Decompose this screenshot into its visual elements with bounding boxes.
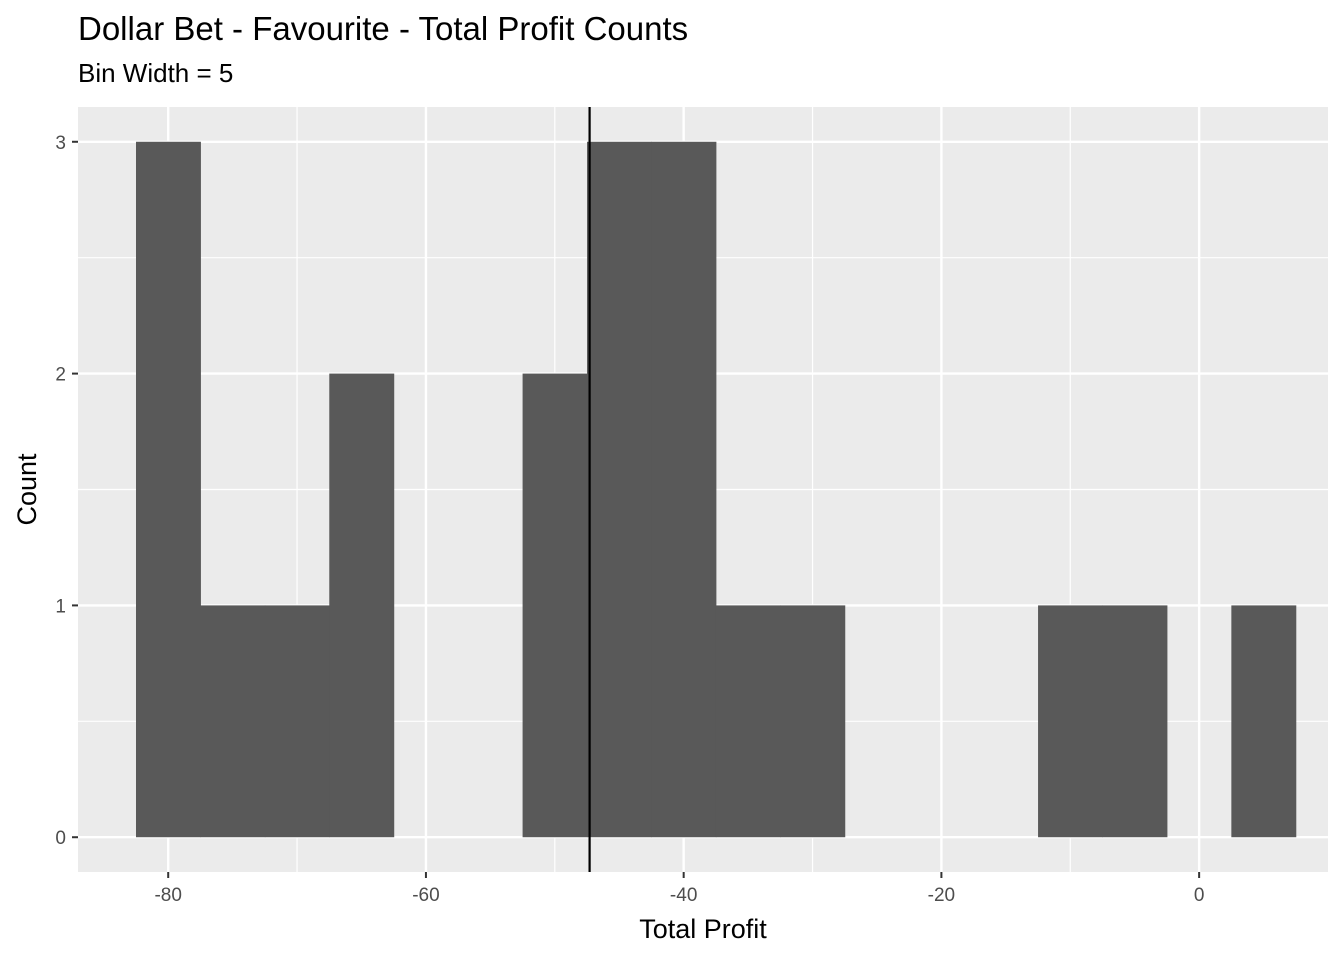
histogram-bar (651, 141, 717, 838)
y-tick-label: 2 (55, 365, 66, 386)
histogram-bar (1102, 605, 1168, 838)
axis-ticks: -80 -60 -40 -20 0 0 1 2 3 (55, 133, 1204, 906)
y-tick-label: 3 (55, 133, 66, 154)
x-tick-label: -40 (670, 885, 697, 906)
histogram-bar (135, 141, 201, 838)
histogram-bar (264, 605, 330, 838)
histogram-bar (522, 373, 588, 838)
histogram-bar (200, 605, 266, 838)
x-tick-label: -60 (412, 885, 439, 906)
histogram-bar (1231, 605, 1297, 838)
x-tick-label: -80 (154, 885, 181, 906)
histogram-bar (780, 605, 846, 838)
histogram-bar (1038, 605, 1103, 838)
x-tick-label: 0 (1194, 885, 1205, 906)
x-tick-label: -20 (928, 885, 955, 906)
histogram-bar (329, 373, 395, 838)
chart-subtitle: Bin Width = 5 (78, 58, 234, 88)
x-axis-title: Total Profit (639, 914, 767, 944)
y-tick-label: 0 (55, 828, 66, 849)
histogram-bar (715, 605, 781, 838)
y-axis-title: Count (12, 453, 42, 526)
histogram-bar (587, 141, 652, 838)
y-tick-label: 1 (55, 596, 66, 617)
chart-title: Dollar Bet - Favourite - Total Profit Co… (78, 10, 689, 47)
histogram-bars (135, 141, 1297, 838)
axis-labels: Total Profit Count (12, 453, 767, 944)
